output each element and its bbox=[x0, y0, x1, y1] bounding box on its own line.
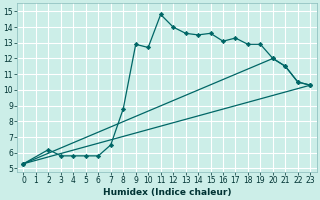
X-axis label: Humidex (Indice chaleur): Humidex (Indice chaleur) bbox=[103, 188, 231, 197]
